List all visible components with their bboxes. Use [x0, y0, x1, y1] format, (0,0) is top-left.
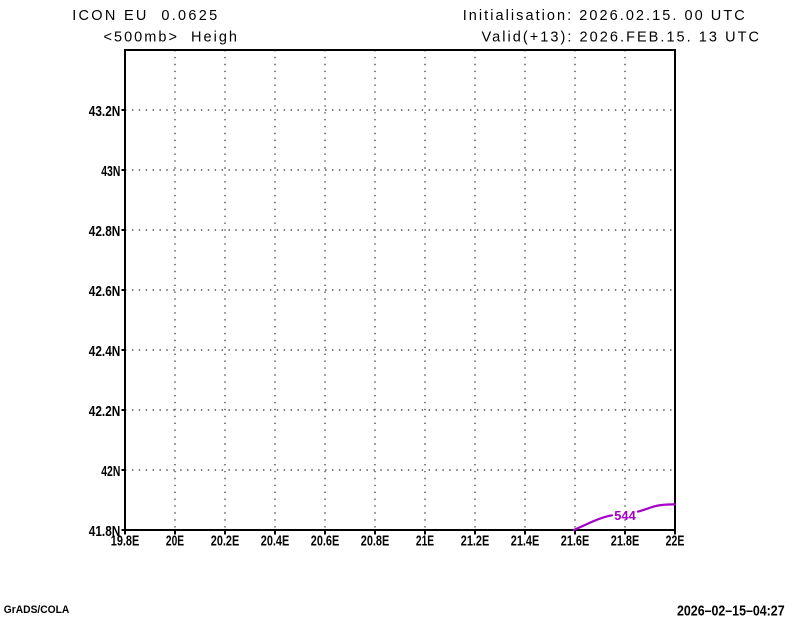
- svg-text:21.4E: 21.4E: [511, 533, 540, 549]
- svg-text:20.6E: 20.6E: [311, 533, 340, 549]
- svg-text:19.8E: 19.8E: [111, 533, 140, 549]
- svg-text:ICON EU 0.0625: ICON EU 0.0625: [72, 8, 217, 24]
- svg-text:42.8N: 42.8N: [89, 224, 121, 240]
- svg-text:<500mb> Heigh: <500mb> Heigh: [104, 30, 238, 46]
- svg-text:20.8E: 20.8E: [361, 533, 390, 549]
- svg-text:Initialisation: 2026.02.15. 00: Initialisation: 2026.02.15. 00 UTC: [463, 8, 745, 24]
- svg-text:21.8E: 21.8E: [611, 533, 640, 549]
- svg-text:544: 544: [614, 508, 636, 523]
- svg-text:42N: 42N: [101, 464, 120, 480]
- svg-text:20.4E: 20.4E: [261, 533, 290, 549]
- svg-text:22E: 22E: [666, 533, 685, 549]
- svg-text:GrADS/COLA: GrADS/COLA: [4, 604, 70, 616]
- svg-text:2026–02–15–04:27: 2026–02–15–04:27: [677, 603, 785, 618]
- svg-text:42.4N: 42.4N: [89, 344, 121, 360]
- svg-text:Valid(+13): 2026.FEB.15. 13 UT: Valid(+13): 2026.FEB.15. 13 UTC: [482, 30, 760, 46]
- svg-text:21.2E: 21.2E: [461, 533, 490, 549]
- svg-text:42.6N: 42.6N: [89, 284, 121, 300]
- svg-text:20.2E: 20.2E: [211, 533, 240, 549]
- svg-text:21.6E: 21.6E: [561, 533, 590, 549]
- svg-text:42.2N: 42.2N: [89, 404, 121, 420]
- svg-text:20E: 20E: [166, 533, 184, 549]
- svg-text:43N: 43N: [101, 164, 120, 180]
- svg-text:21E: 21E: [416, 533, 434, 549]
- svg-text:43.2N: 43.2N: [89, 104, 121, 120]
- svg-text:41.8N: 41.8N: [89, 524, 121, 540]
